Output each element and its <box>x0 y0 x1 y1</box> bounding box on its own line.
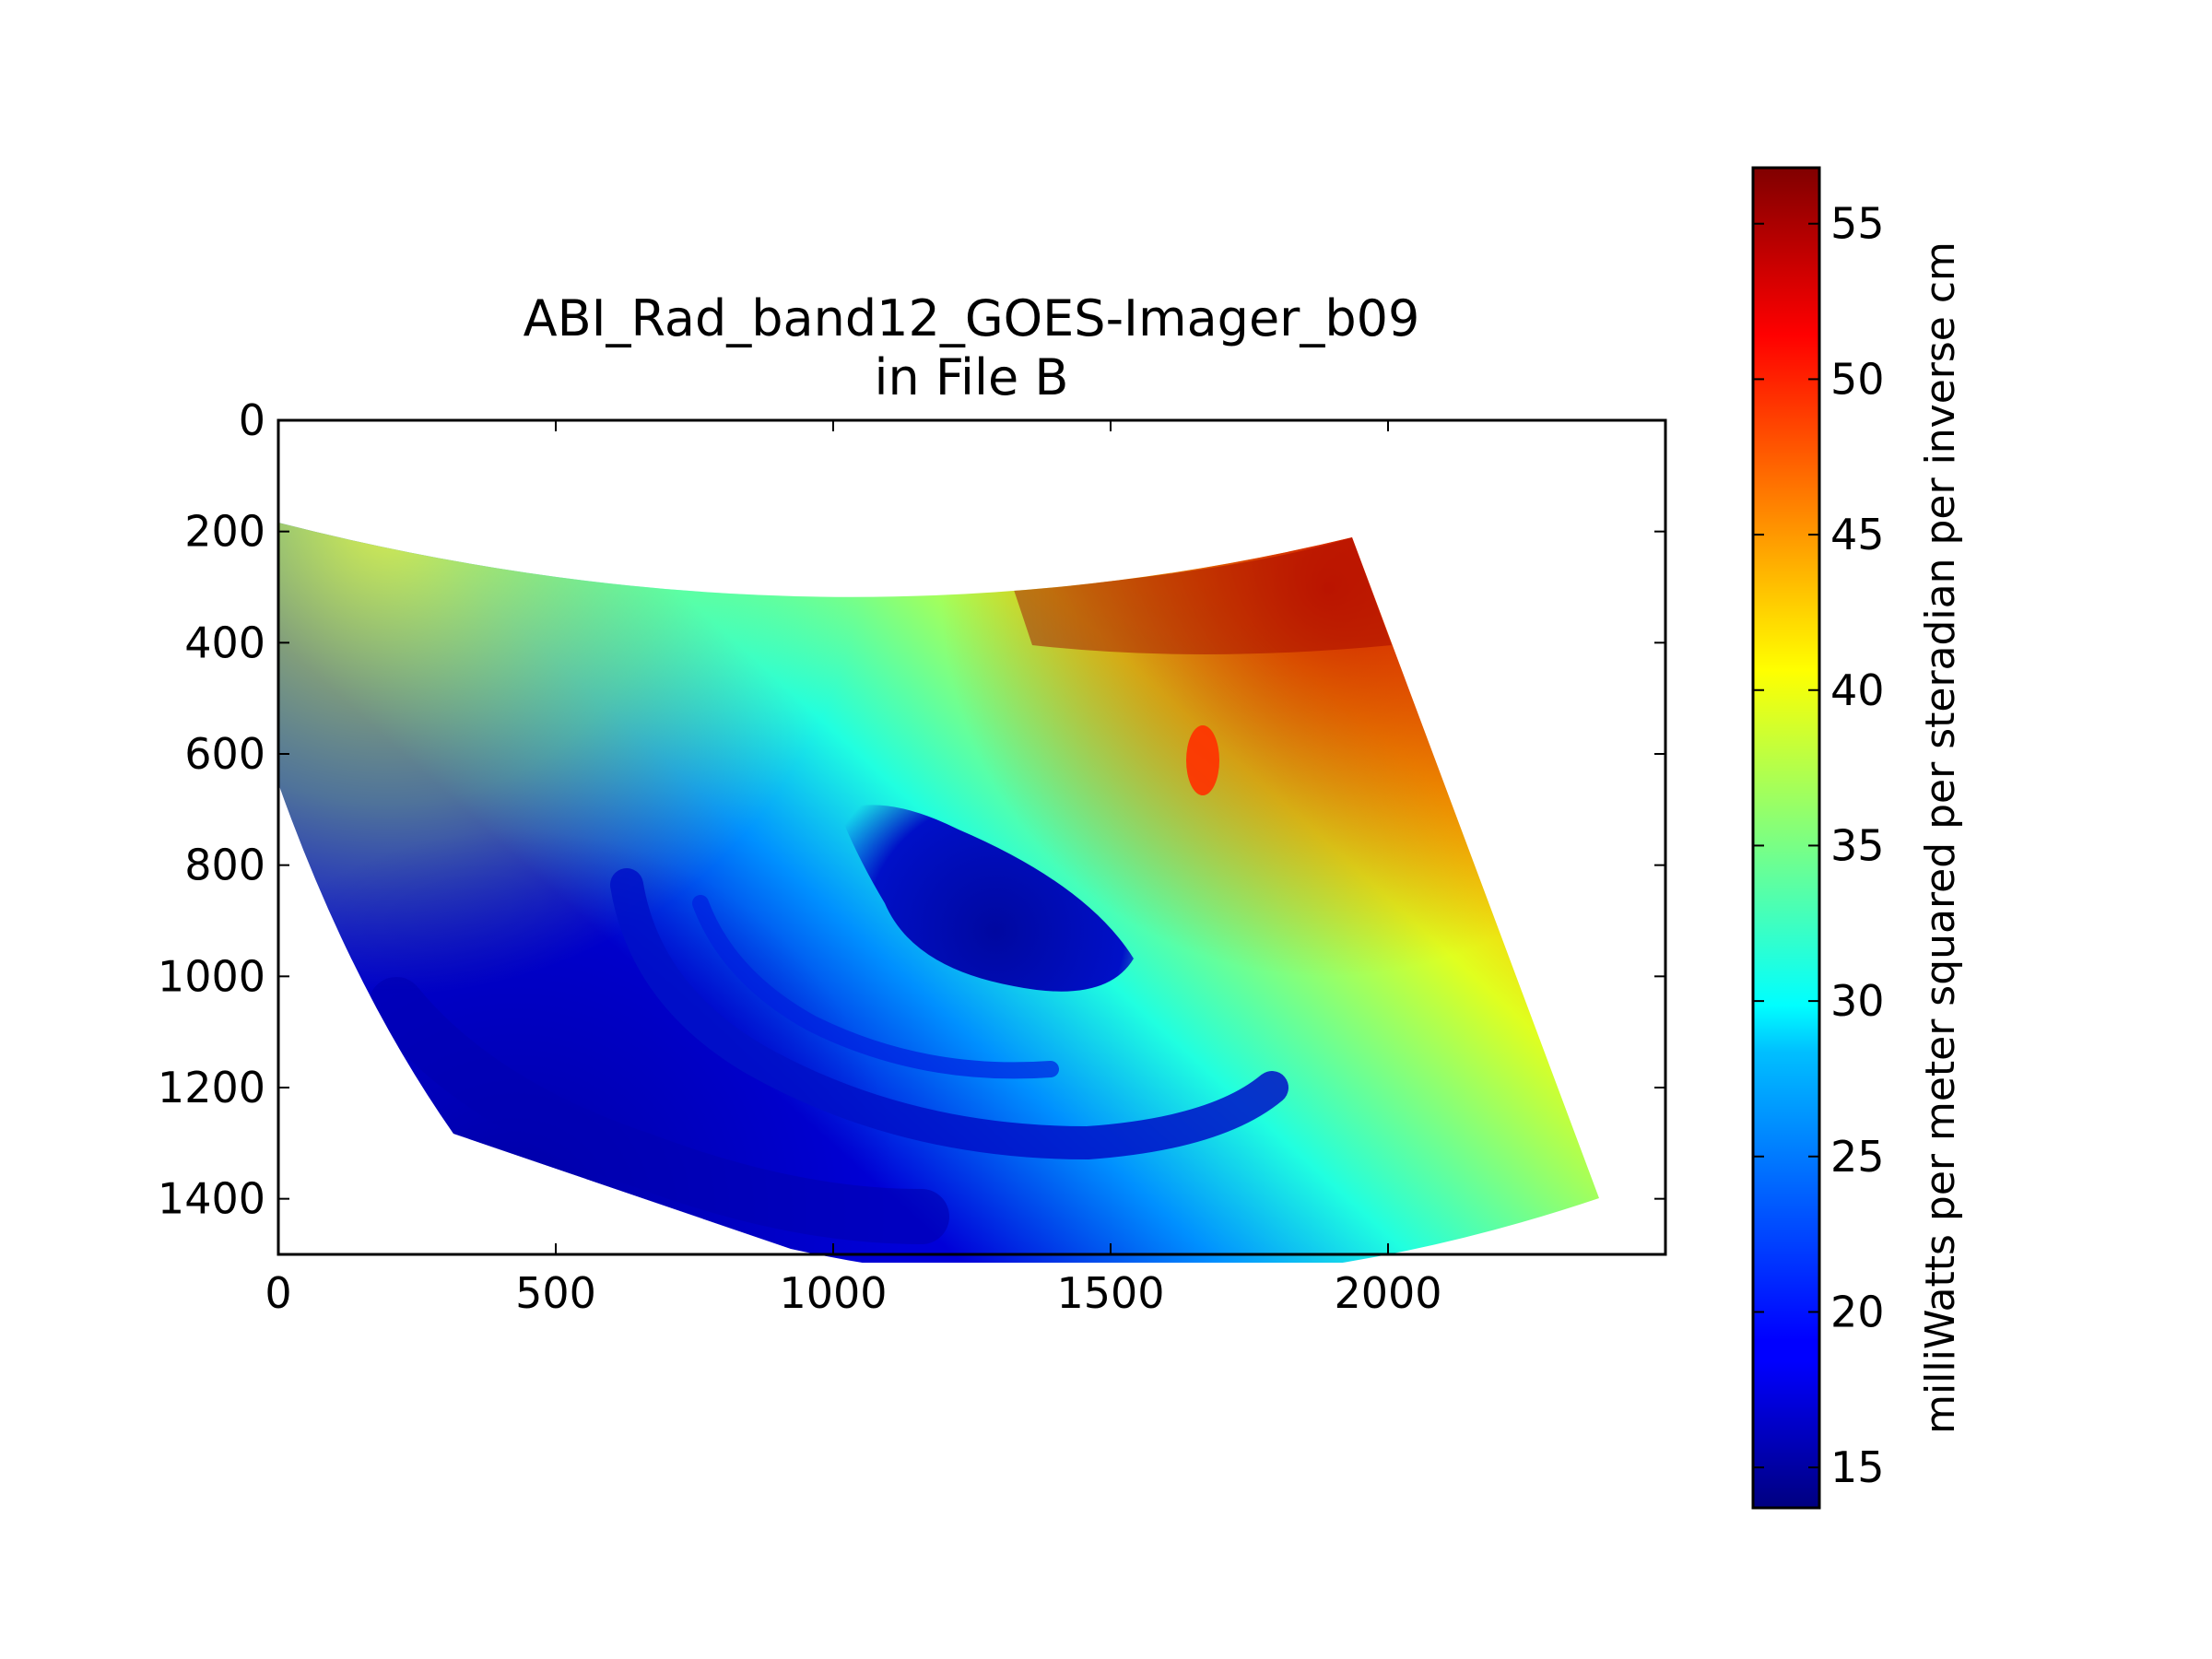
y-tick-label: 800 <box>184 841 265 890</box>
x-tick-label: 2000 <box>1334 1268 1441 1318</box>
colorbar-label: milliWatts per meter squared per steradi… <box>1917 241 1964 1434</box>
y-tick-label: 1000 <box>158 951 265 1001</box>
colorbar-tick-label: 25 <box>1830 1132 1885 1182</box>
x-axis: 0 500 1000 1500 2000 <box>265 420 1442 1318</box>
y-tick-label: 400 <box>184 618 265 667</box>
y-axis: 0 200 400 600 800 1000 1200 1400 <box>158 395 1665 1224</box>
y-tick-label: 0 <box>239 395 265 445</box>
x-tick-label: 1000 <box>779 1268 887 1318</box>
axes-frame <box>276 418 1667 1256</box>
x-tick-label: 0 <box>265 1268 291 1318</box>
colorbar-tick-label: 50 <box>1830 354 1885 404</box>
colorbar-tick-label: 45 <box>1830 510 1885 559</box>
chart-title-line1: ABI_Rad_band12_GOES-Imager_b09 <box>524 289 1420 347</box>
x-tick-label: 500 <box>515 1268 596 1318</box>
colorbar <box>1751 166 1821 1510</box>
y-tick-label: 200 <box>184 507 265 557</box>
heatmap-image <box>278 523 1599 1263</box>
y-tick-label: 600 <box>184 729 265 779</box>
colorbar-tick-label: 40 <box>1830 665 1885 715</box>
chart-title-line2: in File B <box>875 348 1069 406</box>
y-tick-label: 1400 <box>158 1174 265 1224</box>
colorbar-tick-label: 35 <box>1830 820 1885 870</box>
colorbar-tick-label: 55 <box>1830 199 1885 249</box>
y-tick-label: 1200 <box>158 1063 265 1112</box>
colorbar-axis: 15 20 25 30 35 40 45 50 55 <box>1753 199 1885 1492</box>
colorbar-tick-label: 30 <box>1830 976 1885 1026</box>
colorbar-tick-label: 20 <box>1830 1287 1885 1336</box>
colorbar-tick-label: 15 <box>1830 1442 1885 1492</box>
x-tick-label: 1500 <box>1056 1268 1164 1318</box>
